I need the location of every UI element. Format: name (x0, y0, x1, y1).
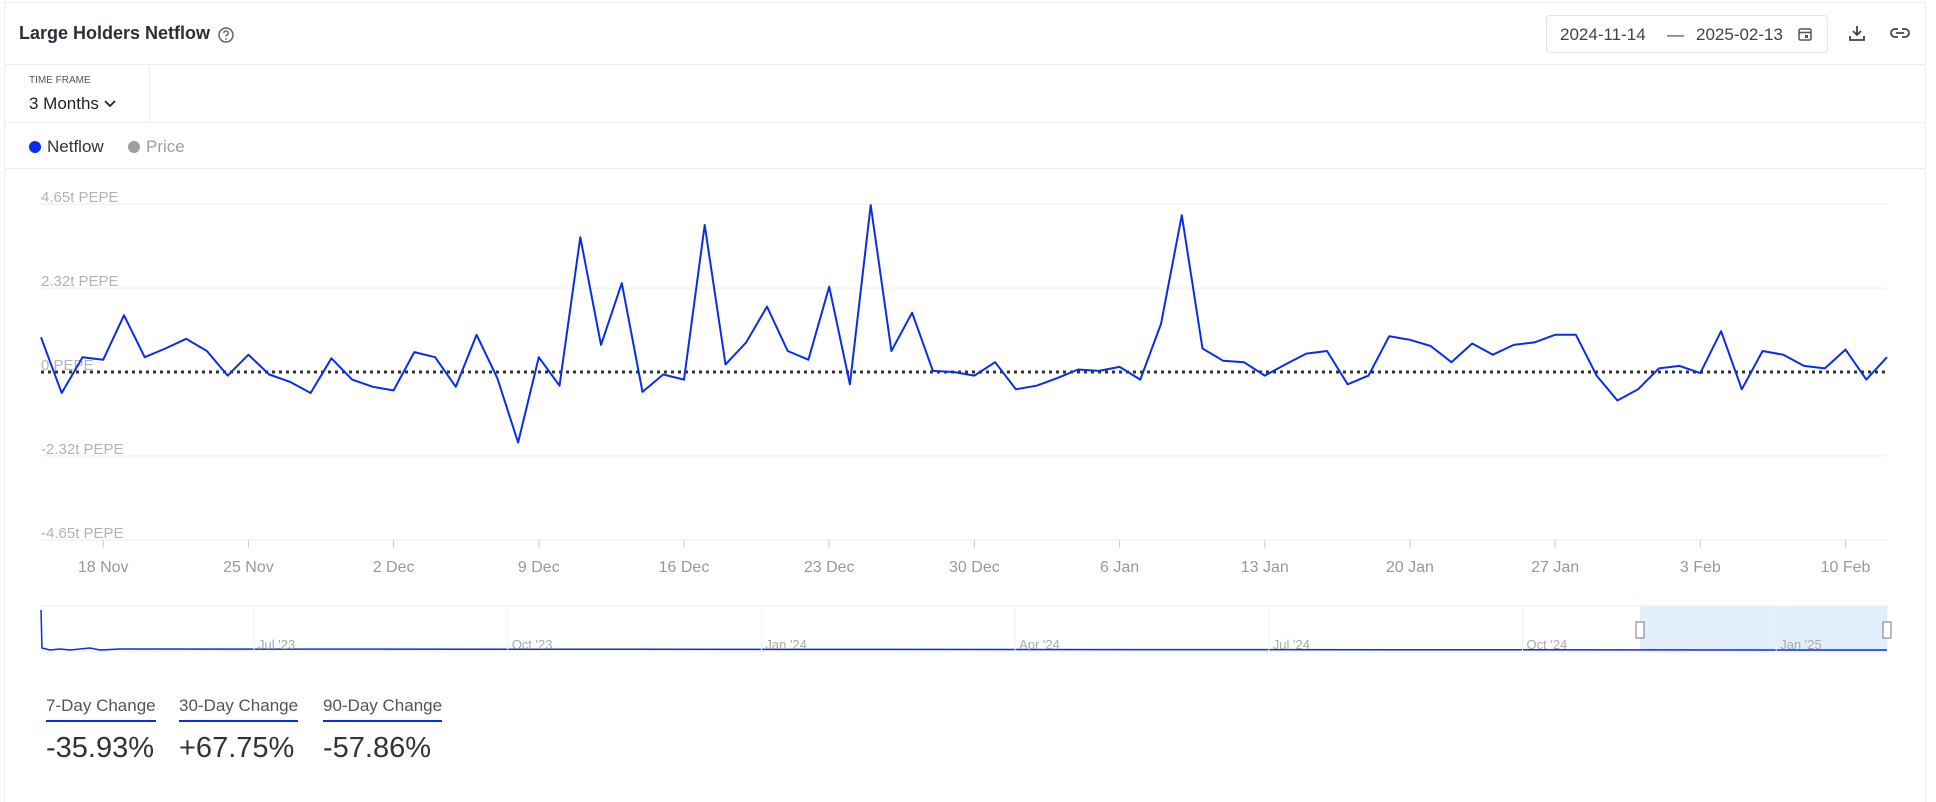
date-range[interactable]: 2024-11-14 — 2025-02-13 (1546, 15, 1828, 53)
time-frame-text[interactable]: 3 Months (29, 94, 99, 113)
navigator-handle[interactable] (1882, 621, 1892, 639)
navigator-handle[interactable] (1635, 621, 1645, 639)
download-icon[interactable] (1847, 23, 1867, 43)
link-icon[interactable] (1889, 23, 1911, 43)
x-tick-label: 6 Jan (1100, 559, 1139, 576)
date-from[interactable]: 2024-11-14 (1560, 25, 1646, 44)
date-separator: — (1667, 25, 1684, 44)
navigator-line (40, 609, 1888, 651)
calendar-icon[interactable] (1797, 26, 1813, 42)
navigator-label: Jul '24 (1273, 637, 1310, 652)
help-icon[interactable] (217, 26, 235, 44)
x-tick-label: 30 Dec (949, 559, 1000, 576)
navigator-label: Jul '23 (258, 637, 295, 652)
y-tick-label: -2.32t PEPE (41, 441, 124, 458)
x-tick-label: 2 Dec (373, 559, 415, 576)
time-frame[interactable]: TIME FRAME 3 Months (5, 64, 150, 122)
chevron (104, 100, 116, 108)
title: Large Holders Netflow (19, 23, 211, 43)
x-tick-label: 3 Feb (1680, 559, 1721, 576)
y-tick-label: 2.32t PEPE (41, 273, 119, 290)
divider (5, 122, 1925, 123)
x-tick-label: 9 Dec (518, 559, 560, 576)
x-tick-label: 27 Jan (1531, 559, 1579, 576)
legend-label[interactable]: Netflow (47, 137, 104, 156)
navigator-label: Oct '24 (1527, 637, 1568, 652)
legend-item[interactable]: Netflow (29, 137, 104, 157)
navigator-label: Oct '23 (512, 637, 553, 652)
stat-label[interactable]: 90-Day Change (323, 696, 443, 722)
stat-value: -57.86% (323, 732, 432, 764)
navigator-label: Jan '24 (765, 637, 807, 652)
x-tick-label: 16 Dec (659, 559, 710, 576)
legend-label[interactable]: Price (146, 137, 185, 156)
card: Large Holders Netflow 2024-11-14 — 2025-… (4, 2, 1926, 802)
stat: 30-Day Change +67.75% (179, 696, 299, 765)
x-tick-label: 25 Nov (223, 559, 274, 576)
stat-value: +67.75% (179, 732, 295, 764)
date-to[interactable]: 2025-02-13 (1696, 25, 1783, 44)
x-tick-label: 10 Feb (1821, 559, 1871, 576)
x-tick-label: 13 Jan (1241, 559, 1289, 576)
navigator (40, 605, 1888, 652)
legend-item[interactable]: Price (128, 137, 185, 157)
x-tick-label: 23 Dec (804, 559, 855, 576)
stat-label[interactable]: 7-Day Change (46, 696, 156, 722)
line (40, 204, 1888, 444)
y-tick-label: -4.65t PEPE (41, 525, 124, 542)
x-tick-label: 18 Nov (78, 559, 129, 576)
stat-value: -35.93% (46, 732, 155, 764)
navigator-selection[interactable] (1640, 606, 1887, 651)
stat-label[interactable]: 30-Day Change (179, 696, 299, 722)
x-tick-label: 20 Jan (1386, 559, 1434, 576)
y-tick-label: 4.65t PEPE (41, 189, 119, 206)
time-frame-label: TIME FRAME (29, 75, 91, 86)
time-frame-value[interactable]: 3 Months (29, 94, 116, 114)
navigator-label: Apr '24 (1019, 637, 1060, 652)
legend-dot (29, 141, 41, 153)
stat: 7-Day Change -35.93% (46, 696, 156, 765)
divider (5, 168, 1925, 169)
header: Large Holders Netflow 2024-11-14 — 2025-… (5, 3, 1925, 65)
stat: 90-Day Change -57.86% (323, 696, 443, 765)
legend-dot (128, 141, 140, 153)
navigator-label: Jan '25 (1780, 637, 1822, 652)
